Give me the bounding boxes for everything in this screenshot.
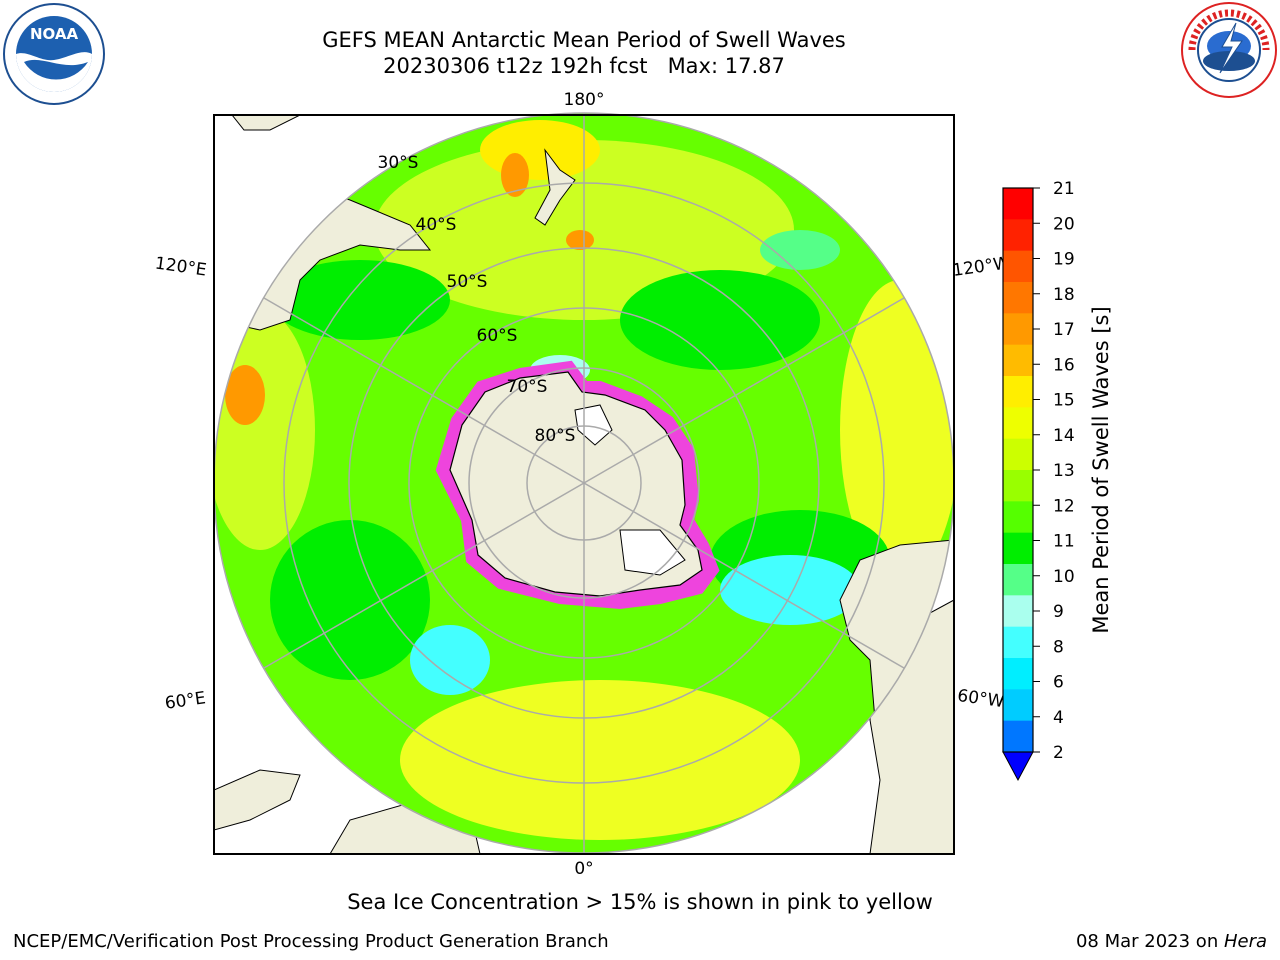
colorbar-segment bbox=[1003, 532, 1033, 565]
footer-credit: NCEP/EMC/Verification Post Processing Pr… bbox=[13, 931, 609, 952]
colorbar-segment bbox=[1003, 689, 1033, 722]
map-subtitle: 20230306 t12z 192h fcst Max: 17.87 bbox=[383, 54, 785, 78]
colorbar-segment bbox=[1003, 470, 1033, 502]
colorbar-tick-label: 20 bbox=[1053, 214, 1075, 234]
colorbar-tick-label: 14 bbox=[1053, 426, 1075, 446]
nws-logo bbox=[1181, 2, 1277, 98]
colorbar-label: Mean Period of Swell Waves [s] bbox=[1089, 306, 1113, 633]
colorbar-segment bbox=[1003, 595, 1033, 628]
noaa-logo: NOAA bbox=[3, 3, 105, 105]
colorbar-segment bbox=[1003, 344, 1033, 377]
lon-label-60e: 60°E bbox=[164, 688, 207, 713]
colorbar-tick-label: 13 bbox=[1053, 461, 1075, 481]
colorbar-tick-label: 11 bbox=[1053, 532, 1075, 552]
colorbar-segment bbox=[1003, 219, 1033, 252]
colorbar-segment bbox=[1003, 626, 1033, 659]
colorbar-segment bbox=[1003, 658, 1033, 690]
colorbar-segment bbox=[1003, 564, 1033, 596]
colorbar-tick-label: 17 bbox=[1053, 320, 1075, 340]
colorbar: 21 20 19 18 17 16 15 14 13 12 11 10 9 8 6 4 2 Mean Perio… bbox=[1002, 180, 1113, 782]
lat-label-50s: 50°S bbox=[447, 272, 488, 292]
colorbar-tick-label: 19 bbox=[1053, 250, 1075, 270]
footer-machine: Hera bbox=[1223, 931, 1267, 952]
colorbar-tick-label: 9 bbox=[1053, 602, 1064, 622]
colorbar-tick-label: 2 bbox=[1053, 743, 1064, 763]
colorbar-segment bbox=[1003, 313, 1033, 346]
lat-label-70s: 70°S bbox=[507, 377, 548, 397]
colorbar-tick-label: 4 bbox=[1053, 708, 1064, 728]
sea-ice-note: Sea Ice Concentration > 15% is shown in … bbox=[347, 890, 933, 914]
colorbar-segment bbox=[1003, 188, 1033, 220]
colorbar-tick-label: 15 bbox=[1053, 391, 1075, 411]
footer-run-date: 08 Mar 2023 on Hera bbox=[1076, 931, 1267, 952]
colorbar-extend-triangle bbox=[1002, 751, 1034, 782]
map-title: GEFS MEAN Antarctic Mean Period of Swell… bbox=[322, 28, 846, 52]
colorbar-segment bbox=[1003, 438, 1033, 471]
colorbar-ticks: 21 20 19 18 17 16 15 14 13 12 11 10 9 8 6 4 2 bbox=[1033, 180, 1075, 763]
colorbar-tick-label: 8 bbox=[1053, 637, 1064, 657]
lat-label-60s: 60°S bbox=[477, 326, 518, 346]
colorbar-tick-label: 16 bbox=[1053, 355, 1075, 375]
lat-label-80s: 80°S bbox=[535, 426, 576, 446]
map-border bbox=[213, 114, 955, 855]
lat-label-30s: 30°S bbox=[378, 153, 419, 173]
lon-label-180: 180° bbox=[564, 90, 605, 110]
colorbar-segment bbox=[1003, 376, 1033, 408]
lon-label-0: 0° bbox=[574, 859, 593, 879]
colorbar-tick-label: 18 bbox=[1053, 285, 1075, 305]
colorbar-tick-label: 6 bbox=[1053, 673, 1064, 693]
colorbar-segments bbox=[1003, 188, 1033, 753]
colorbar-segment bbox=[1003, 501, 1033, 534]
colorbar-segment bbox=[1003, 407, 1033, 440]
colorbar-segment bbox=[1003, 720, 1033, 753]
footer-date: 08 Mar 2023 on bbox=[1075, 931, 1224, 952]
noaa-logo-text: NOAA bbox=[30, 25, 79, 43]
lon-label-120e: 120°E bbox=[154, 254, 208, 281]
colorbar-tick-label: 21 bbox=[1053, 180, 1075, 199]
colorbar-segment bbox=[1003, 282, 1033, 314]
colorbar-tick-label: 12 bbox=[1053, 496, 1075, 516]
colorbar-tick-label: 10 bbox=[1053, 567, 1075, 587]
colorbar-segment bbox=[1003, 250, 1033, 283]
lat-label-40s: 40°S bbox=[416, 215, 457, 235]
